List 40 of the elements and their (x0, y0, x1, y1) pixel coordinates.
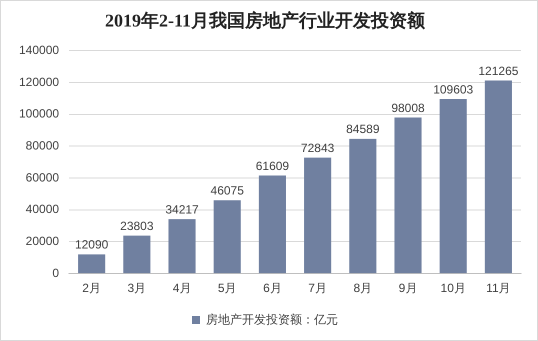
data-label: 72843 (300, 140, 335, 155)
data-label: 34217 (165, 202, 200, 216)
data-label: 98008 (391, 100, 426, 115)
bar (214, 200, 241, 274)
bar (258, 175, 286, 274)
y-tick-label: 80000 (26, 138, 60, 152)
bar (123, 236, 150, 274)
bar (440, 99, 467, 274)
x-tick-label: 11月 (486, 281, 511, 296)
bar (394, 117, 422, 274)
data-label: 61609 (256, 158, 290, 173)
x-tick-label: 6月 (263, 281, 282, 296)
data-label: 84589 (346, 122, 380, 136)
y-tick-label: 20000 (26, 234, 60, 248)
x-tick-label: 3月 (127, 281, 146, 296)
data-label: 109603 (433, 82, 474, 96)
bar (168, 219, 196, 274)
y-tick-label: 40000 (26, 202, 60, 216)
y-tick-label: 120000 (18, 74, 60, 89)
x-tick-label: 9月 (398, 281, 418, 296)
bar (484, 80, 512, 274)
y-tick-label: 140000 (18, 42, 60, 57)
x-tick-label: 2月 (82, 281, 101, 296)
x-tick-label: 4月 (172, 281, 192, 296)
y-tick-label: 60000 (26, 170, 60, 184)
bar (78, 254, 106, 274)
bar (304, 158, 332, 274)
data-label: 46075 (210, 184, 244, 198)
y-tick-label: 100000 (18, 106, 60, 121)
x-tick-label: 5月 (218, 281, 237, 296)
data-label: 23803 (120, 219, 154, 233)
x-tick-label: 10月 (440, 281, 466, 296)
legend-label: 房地产开发投资额：亿元 (206, 312, 338, 326)
bar (349, 138, 376, 274)
data-label: 121265 (478, 64, 519, 78)
x-tick-label: 8月 (353, 281, 372, 296)
y-tick-label: 0 (52, 266, 60, 280)
data-label: 12090 (74, 238, 109, 252)
chart-title: 2019年2-11月我国房地产行业开发投资额 (104, 10, 426, 30)
x-tick-label: 7月 (308, 281, 327, 296)
